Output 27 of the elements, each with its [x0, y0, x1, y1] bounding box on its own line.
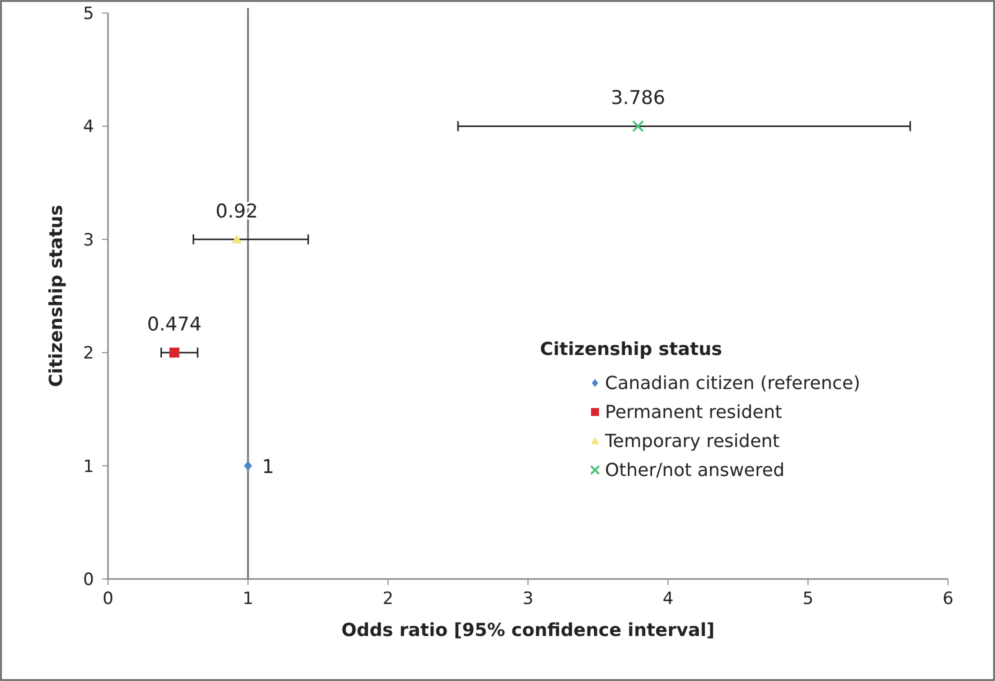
point: [232, 234, 242, 244]
legend-label: Other/not answered: [605, 460, 784, 481]
x-tick-label: 2: [382, 589, 394, 609]
y-tick-label: 4: [83, 117, 94, 138]
annotation: 3.786: [610, 87, 666, 110]
annotation: 1: [262, 456, 274, 478]
y-tick-label: 2: [83, 344, 94, 364]
x-tick-label: 0: [102, 589, 114, 609]
y-axis-title: Citizenship status: [46, 204, 67, 388]
point: [632, 120, 644, 132]
x-tick-label: 6: [942, 589, 954, 609]
x-tick-label: 4: [662, 589, 674, 609]
y-tick-label: 1: [83, 456, 94, 477]
x-tick-label: 5: [802, 589, 814, 609]
legend-label: Temporary resident: [604, 431, 780, 452]
x-axis-title: Odds ratio [95% confidence interval]: [341, 620, 715, 641]
legend-label: Canadian citizen (reference): [605, 373, 860, 394]
legend-title: Citizenship status: [540, 339, 722, 360]
y-tick-label: 5: [83, 4, 94, 24]
point: [169, 348, 180, 358]
point: [244, 460, 252, 471]
y-tick-label: 0: [83, 570, 94, 590]
x-tick-label: 3: [522, 589, 534, 609]
legend-label: Permanent resident: [605, 402, 782, 423]
y-tick-label: 3: [83, 230, 94, 250]
annotation: 0.474: [147, 314, 202, 336]
x-tick-label: 1: [242, 589, 254, 609]
